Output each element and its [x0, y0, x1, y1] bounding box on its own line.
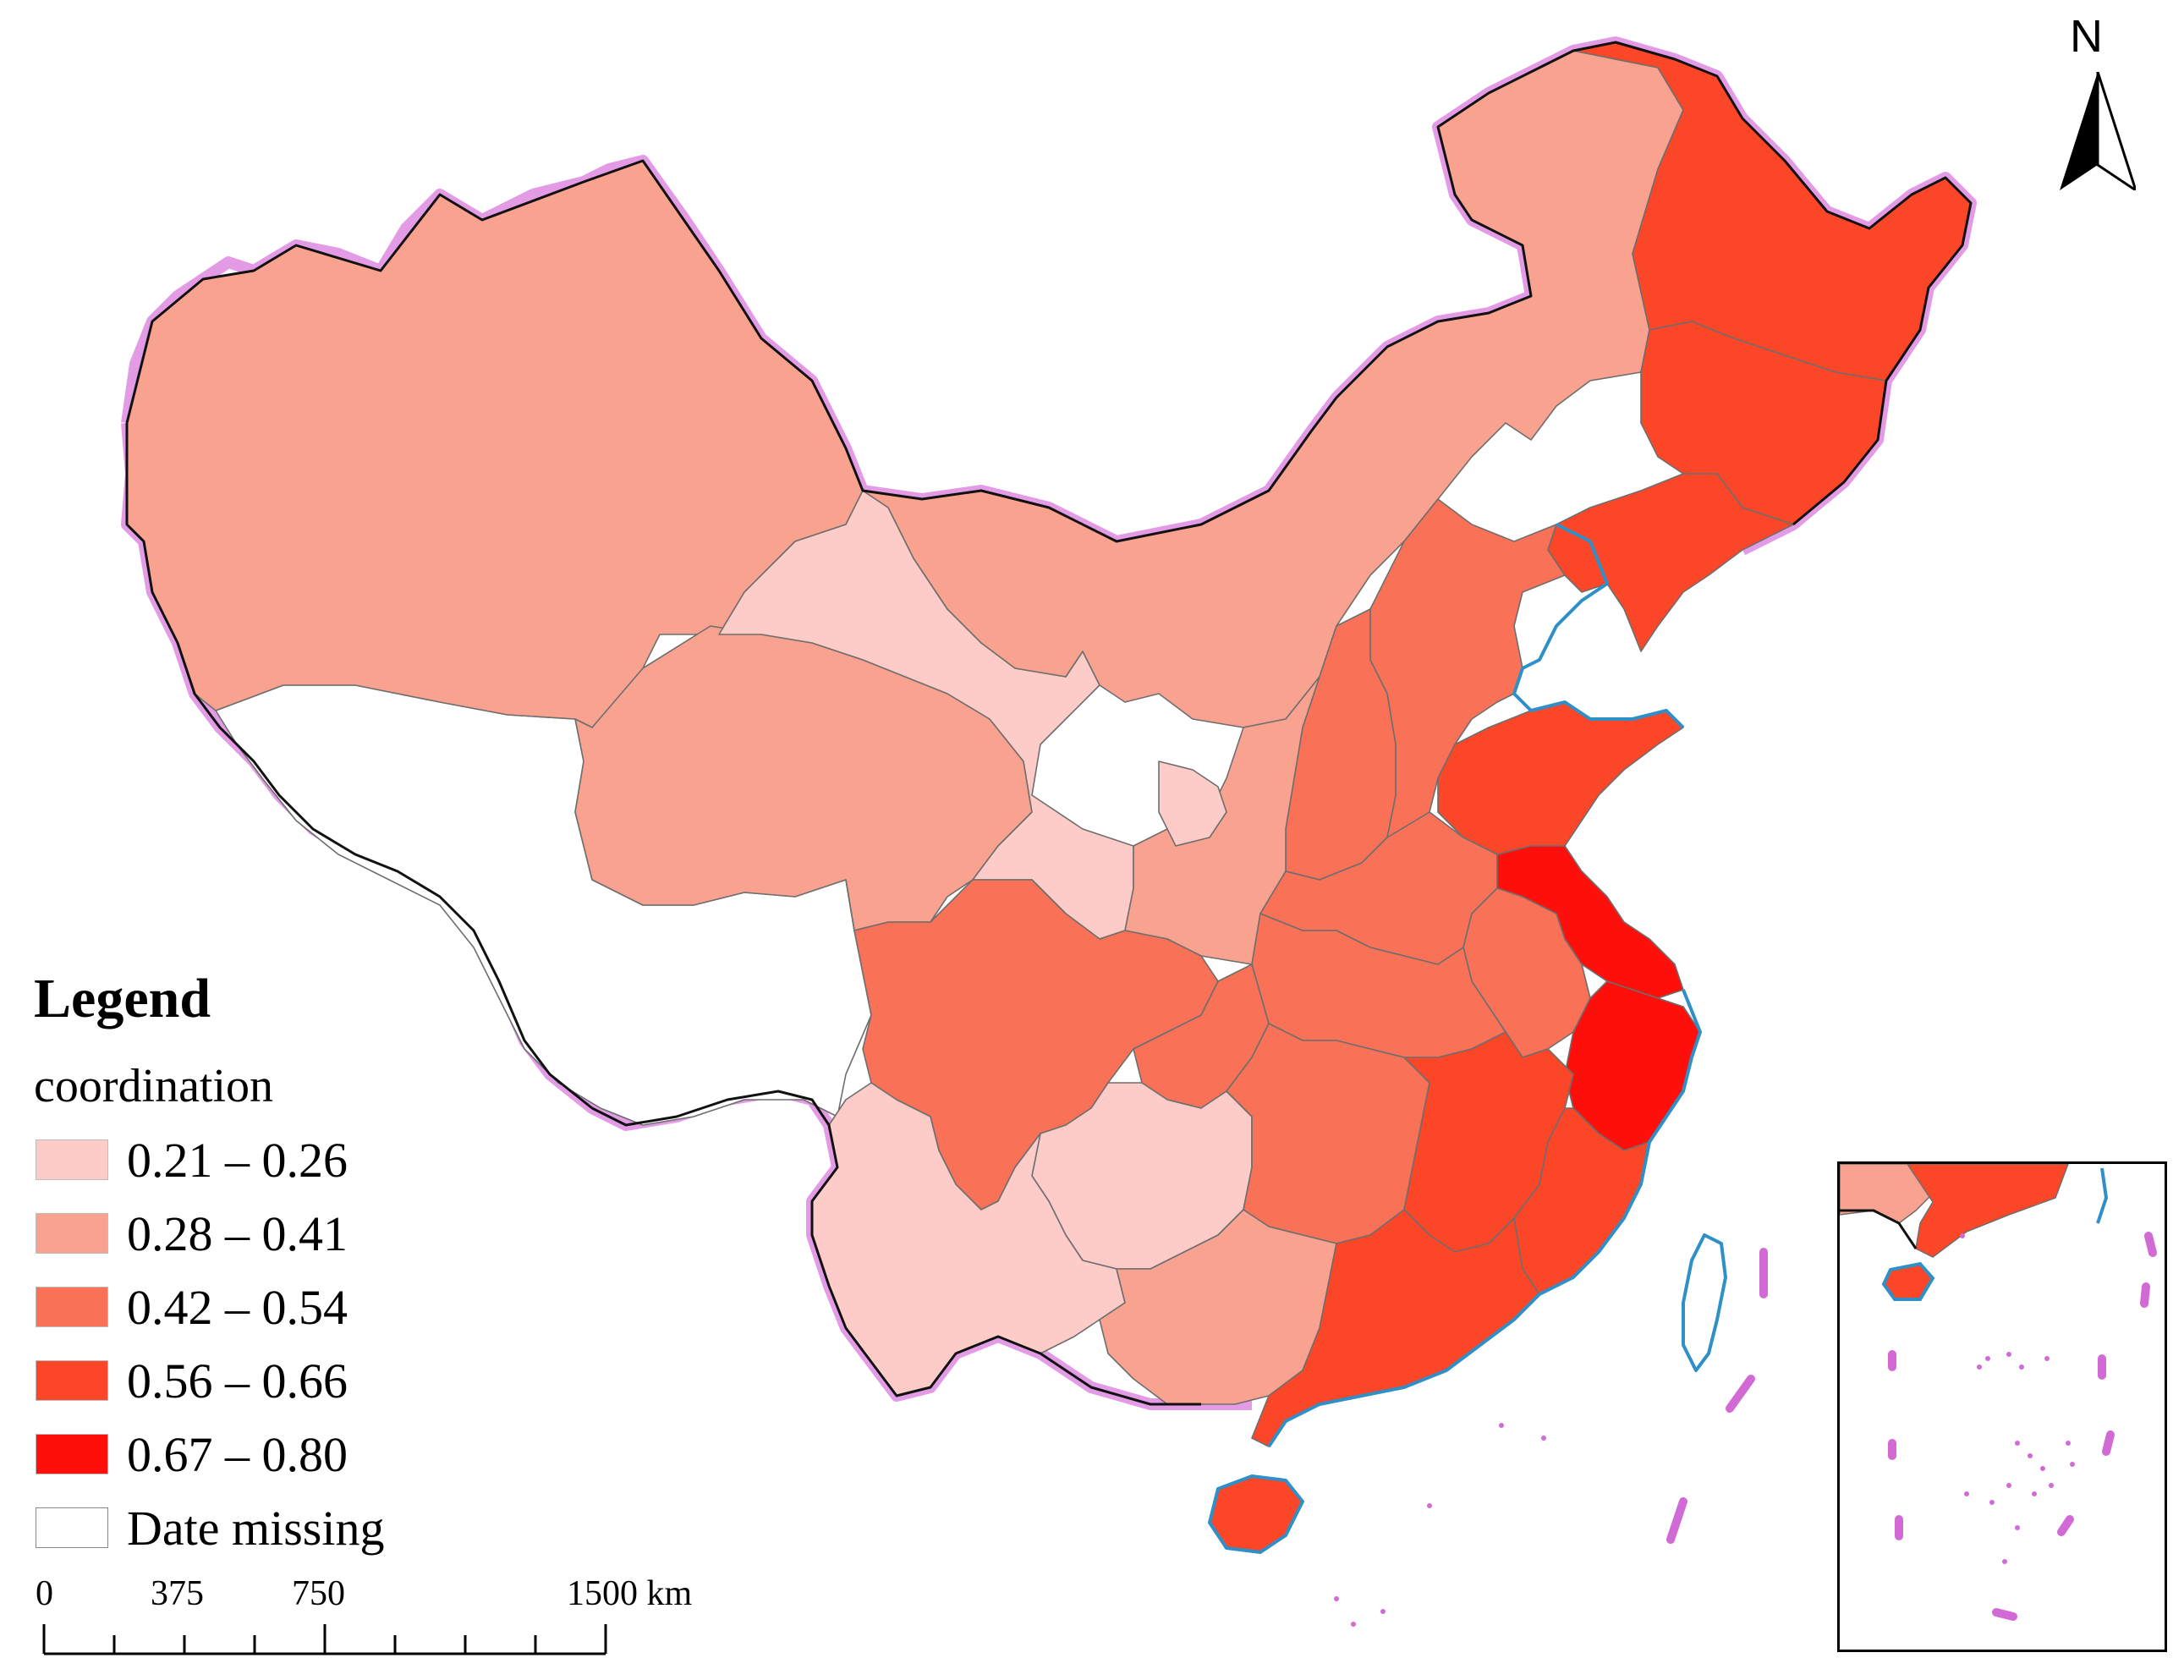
legend-subtitle: coordination — [34, 1060, 274, 1112]
legend-label: 0.56 – 0.66 — [127, 1353, 348, 1408]
region-inner-mongolia[interactable] — [862, 41, 1684, 728]
region-liaoning[interactable] — [1547, 473, 1794, 652]
region-shandong[interactable] — [1437, 701, 1684, 855]
scale-label-0: 0 — [36, 1574, 53, 1613]
region-ningxia[interactable] — [1158, 760, 1227, 847]
legend-label: 0.42 – 0.54 — [127, 1279, 348, 1335]
island-taiwan — [1682, 1233, 1727, 1372]
legend-title: Legend — [34, 968, 211, 1029]
nine-dash-line — [1666, 1248, 1768, 1544]
legend-swatch — [36, 1507, 108, 1548]
legend-label: 0.28 – 0.41 — [127, 1205, 348, 1261]
legend-item: 0.21 – 0.26 — [36, 1132, 348, 1188]
coastline-hainan — [1208, 1474, 1304, 1554]
legend-swatch — [36, 1434, 108, 1474]
south-sea-islands — [1334, 1423, 1546, 1627]
legend-item: 0.42 – 0.54 — [36, 1279, 348, 1335]
north-label: N — [2070, 11, 2103, 62]
legend-item: 0.67 – 0.80 — [36, 1426, 348, 1482]
scale-label-375: 375 — [151, 1574, 204, 1613]
legend-label: 0.21 – 0.26 — [127, 1132, 348, 1188]
inset-map — [1840, 1164, 2157, 1621]
legend-swatch — [36, 1287, 108, 1327]
scale-label-1500: 1500 km — [567, 1574, 693, 1613]
legend-item: 0.56 – 0.66 — [36, 1353, 348, 1408]
scale-label-750: 750 — [292, 1574, 345, 1613]
southwest-border-line — [125, 423, 1201, 1406]
north-arrow-icon — [2060, 72, 2136, 190]
national-border-line — [125, 41, 1973, 543]
legend-swatch — [36, 1139, 108, 1180]
legend-item: 0.28 – 0.41 — [36, 1205, 348, 1261]
region-hunan[interactable] — [1226, 1023, 1430, 1244]
coastline-bohai — [1512, 523, 1685, 729]
legend-label: 0.67 – 0.80 — [127, 1426, 348, 1482]
coastline-east — [1267, 989, 1702, 1448]
legend-item: Date missing — [36, 1500, 385, 1556]
legend-swatch — [36, 1213, 108, 1254]
legend-label: Date missing — [127, 1500, 385, 1556]
south-china-sea-inset — [1837, 1161, 2167, 1652]
scale-bar — [42, 1624, 607, 1655]
legend-swatch — [36, 1360, 108, 1401]
